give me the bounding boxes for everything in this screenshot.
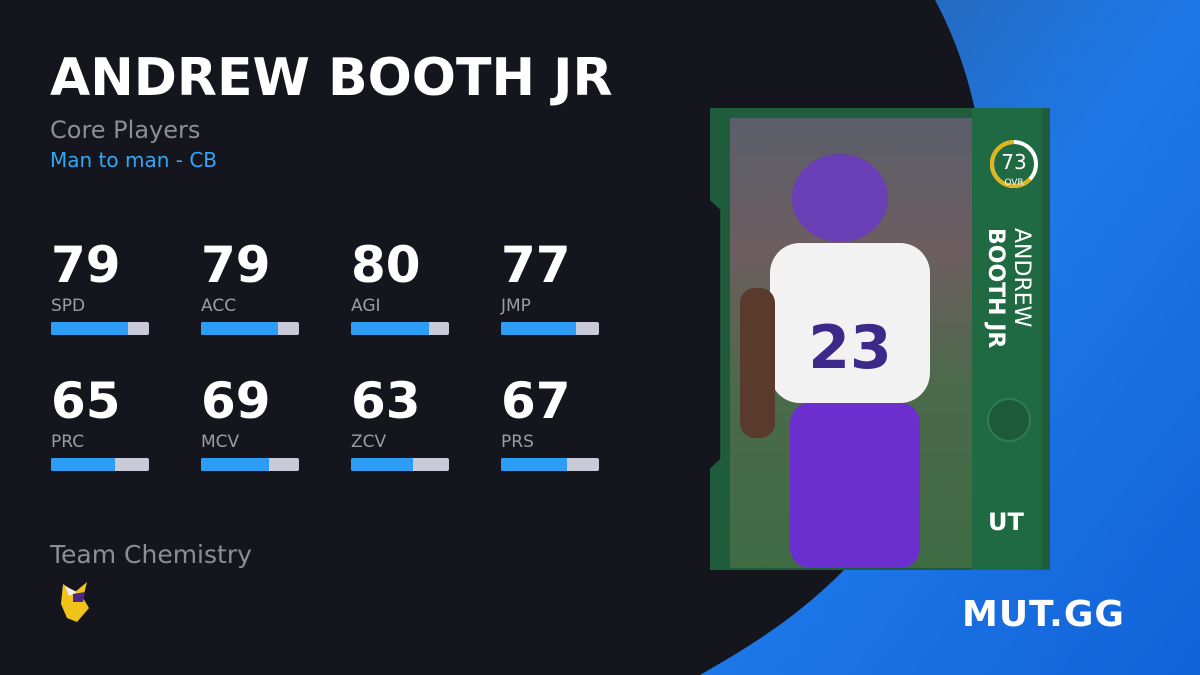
- stat-bar: [501, 458, 599, 471]
- archetype: Man to man - CB: [50, 148, 218, 172]
- stat-value: 79: [201, 236, 271, 294]
- stat-bar-fill: [501, 458, 567, 471]
- stat-spd: 79 SPD: [51, 240, 151, 335]
- stat-bar-fill: [201, 458, 269, 471]
- stat-bar: [201, 458, 299, 471]
- stat-bar: [351, 322, 449, 335]
- stat-bar: [51, 322, 149, 335]
- vikings-logo-icon: [61, 582, 89, 622]
- stat-value: 69: [201, 372, 271, 430]
- stat-bar: [351, 458, 449, 471]
- stat-bar-fill: [51, 322, 129, 335]
- stat-value: 77: [501, 236, 571, 294]
- card-first-name: ANDREW: [1009, 228, 1034, 328]
- ovr-ring: [989, 139, 1038, 188]
- stat-value: 80: [351, 236, 421, 294]
- stat-label: PRS: [501, 432, 534, 452]
- ovr-label: OVR: [1004, 178, 1024, 188]
- stat-mcv: 69 MCV: [201, 376, 301, 471]
- stat-label: AGI: [351, 296, 381, 316]
- ovr-value: 73: [1001, 150, 1027, 174]
- stat-jmp: 77 JMP: [501, 240, 601, 335]
- brand-logo[interactable]: MUT.GG: [962, 594, 1125, 635]
- stat-label: PRC: [51, 432, 85, 452]
- stat-bar: [51, 458, 149, 471]
- card-player-name: ANDREW BOOTH JR: [982, 228, 1034, 348]
- stat-bar-fill: [501, 322, 577, 335]
- stat-bar: [501, 322, 599, 335]
- stat-bar: [201, 322, 299, 335]
- svg-text:23: 23: [808, 313, 892, 383]
- player-card[interactable]: 23 73 OVR ANDREW BOOTH JR UT: [710, 108, 1050, 570]
- stat-zcv: 63 ZCV: [351, 376, 451, 471]
- stat-bar-fill: [201, 322, 279, 335]
- card-last-name: BOOTH JR: [983, 228, 1008, 349]
- stat-prs: 67 PRS: [501, 376, 601, 471]
- stat-label: SPD: [51, 296, 86, 316]
- vikings-logo-icon: [987, 398, 1031, 442]
- stat-value: 63: [351, 372, 421, 430]
- stat-bar-fill: [351, 322, 430, 335]
- player-photo: 23: [730, 118, 974, 568]
- stat-label: ACC: [201, 296, 237, 316]
- stat-label: ZCV: [351, 432, 387, 452]
- player-name: ANDREW BOOTH JR: [50, 48, 613, 108]
- ut-badge: UT: [988, 508, 1024, 536]
- stat-prc: 65 PRC: [51, 376, 151, 471]
- stat-value: 65: [51, 372, 121, 430]
- stat-bar-fill: [51, 458, 115, 471]
- program-name: Core Players: [50, 116, 201, 144]
- stat-acc: 79 ACC: [201, 240, 301, 335]
- team-chemistry-label: Team Chemistry: [50, 540, 252, 569]
- stat-value: 67: [501, 372, 571, 430]
- stat-label: MCV: [201, 432, 240, 452]
- stat-value: 79: [51, 236, 121, 294]
- stat-bar-fill: [351, 458, 413, 471]
- stat-label: JMP: [501, 296, 531, 316]
- stat-agi: 80 AGI: [351, 240, 451, 335]
